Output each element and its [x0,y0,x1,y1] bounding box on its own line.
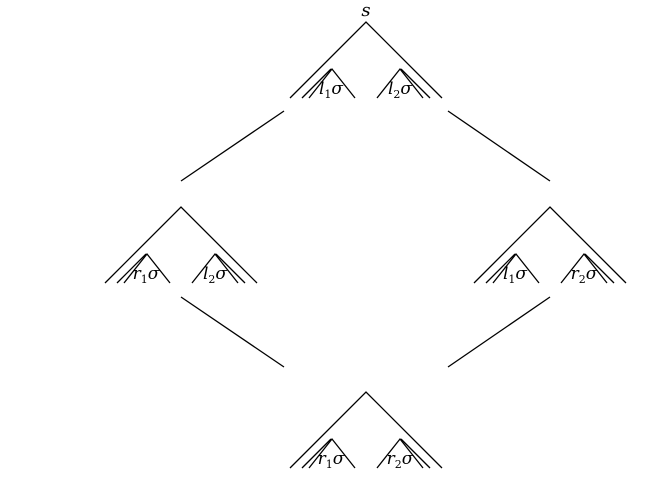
edge-top-right [447,110,551,182]
edge-right-bottom [447,296,551,368]
inner-left-line [301,68,332,99]
right-subtree-triangle [560,252,608,284]
left-subtree-triangle [492,252,540,284]
root-label-s: s [361,0,370,21]
right-subtree-triangle [376,67,424,99]
outer-triangle [104,206,258,284]
right-subtree-label: r2σ [571,264,598,286]
inner-right-line [584,253,615,284]
inner-left-line [116,253,147,284]
left-subtree-triangle [308,437,356,469]
outer-triangle [289,21,443,99]
left-subtree-label: l1σ [503,264,527,286]
tree-bottom: r1σ r2σ [289,391,443,471]
left-subtree-label: l1σ [319,79,343,101]
inner-right-line [215,253,246,284]
inner-right-line [400,438,431,469]
right-subtree-label: l2σ [203,264,227,286]
right-subtree-triangle [191,252,239,284]
edge-left-bottom [180,296,285,368]
left-subtree-label: r1σ [133,264,160,286]
tree-right: l1σ r2σ [473,206,627,286]
inner-right-line [400,68,431,99]
tree-left: r1σ l2σ [104,206,258,286]
tree-top: l1σ l2σ [289,21,443,101]
right-subtree-label: r2σ [387,449,414,471]
outer-triangle [473,206,627,284]
left-subtree-label: r1σ [318,449,345,471]
left-subtree-triangle [308,67,356,99]
edge-top-left [180,110,285,182]
outer-triangle [289,391,443,469]
right-subtree-label: l2σ [388,79,412,101]
inner-left-line [485,253,516,284]
right-subtree-triangle [376,437,424,469]
left-subtree-triangle [123,252,171,284]
inner-left-line [301,438,332,469]
